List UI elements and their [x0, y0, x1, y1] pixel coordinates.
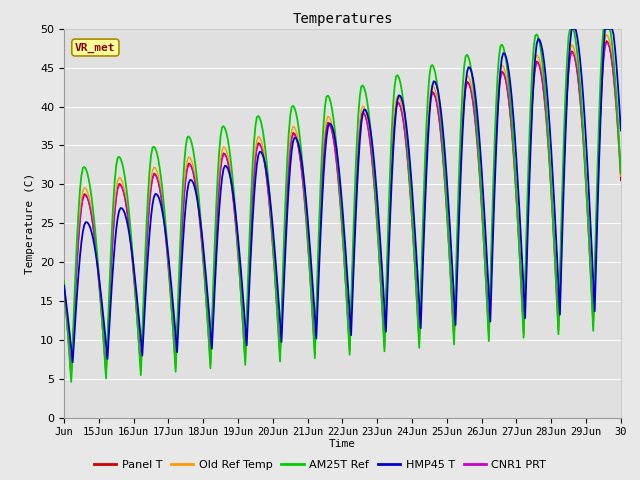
CNR1 PRT — [75, 239, 83, 245]
HMP45 T — [356, 138, 364, 144]
Text: VR_met: VR_met — [75, 42, 116, 53]
AM25T Ref — [617, 170, 625, 176]
Panel T — [356, 124, 364, 130]
HMP45 T — [617, 128, 625, 133]
AM25T Ref — [67, 379, 75, 385]
HMP45 T — [291, 135, 298, 141]
AM25T Ref — [566, 26, 574, 32]
Old Ref Temp — [67, 373, 75, 379]
Panel T — [67, 375, 75, 381]
AM25T Ref — [356, 93, 364, 99]
CNR1 PRT — [67, 365, 75, 371]
Line: AM25T Ref: AM25T Ref — [64, 29, 621, 382]
Panel T — [60, 287, 68, 292]
Old Ref Temp — [431, 87, 439, 93]
Legend: Panel T, Old Ref Temp, AM25T Ref, HMP45 T, CNR1 PRT: Panel T, Old Ref Temp, AM25T Ref, HMP45 … — [90, 456, 550, 474]
Old Ref Temp — [617, 173, 625, 179]
Line: CNR1 PRT: CNR1 PRT — [64, 43, 621, 368]
CNR1 PRT — [602, 40, 610, 46]
CNR1 PRT — [291, 132, 298, 137]
Old Ref Temp — [60, 282, 68, 288]
CNR1 PRT — [356, 129, 364, 134]
Panel T — [602, 38, 610, 44]
CNR1 PRT — [60, 281, 68, 287]
Line: Panel T: Panel T — [64, 41, 621, 378]
AM25T Ref — [60, 278, 68, 284]
X-axis label: Time: Time — [329, 439, 356, 449]
Old Ref Temp — [75, 230, 83, 236]
Old Ref Temp — [356, 119, 364, 124]
Panel T — [291, 131, 298, 136]
AM25T Ref — [111, 178, 118, 184]
Panel T — [111, 207, 118, 213]
AM25T Ref — [449, 313, 456, 319]
Panel T — [449, 311, 456, 317]
HMP45 T — [449, 270, 456, 276]
Panel T — [431, 94, 439, 99]
Old Ref Temp — [449, 309, 456, 314]
CNR1 PRT — [617, 170, 625, 176]
HMP45 T — [111, 242, 118, 248]
HMP45 T — [60, 283, 68, 288]
Old Ref Temp — [111, 202, 118, 207]
AM25T Ref — [431, 70, 439, 76]
Panel T — [75, 235, 83, 241]
Old Ref Temp — [602, 32, 610, 37]
AM25T Ref — [75, 208, 83, 214]
AM25T Ref — [291, 105, 298, 111]
Y-axis label: Temperature (C): Temperature (C) — [24, 173, 35, 274]
Title: Temperatures: Temperatures — [292, 12, 393, 26]
HMP45 T — [69, 360, 77, 365]
CNR1 PRT — [449, 300, 456, 306]
Panel T — [617, 178, 625, 183]
Old Ref Temp — [291, 124, 298, 130]
Line: Old Ref Temp: Old Ref Temp — [64, 35, 621, 376]
HMP45 T — [75, 271, 83, 277]
Line: HMP45 T: HMP45 T — [64, 29, 621, 362]
CNR1 PRT — [111, 211, 118, 217]
HMP45 T — [569, 26, 577, 32]
HMP45 T — [431, 79, 439, 85]
CNR1 PRT — [431, 94, 439, 100]
